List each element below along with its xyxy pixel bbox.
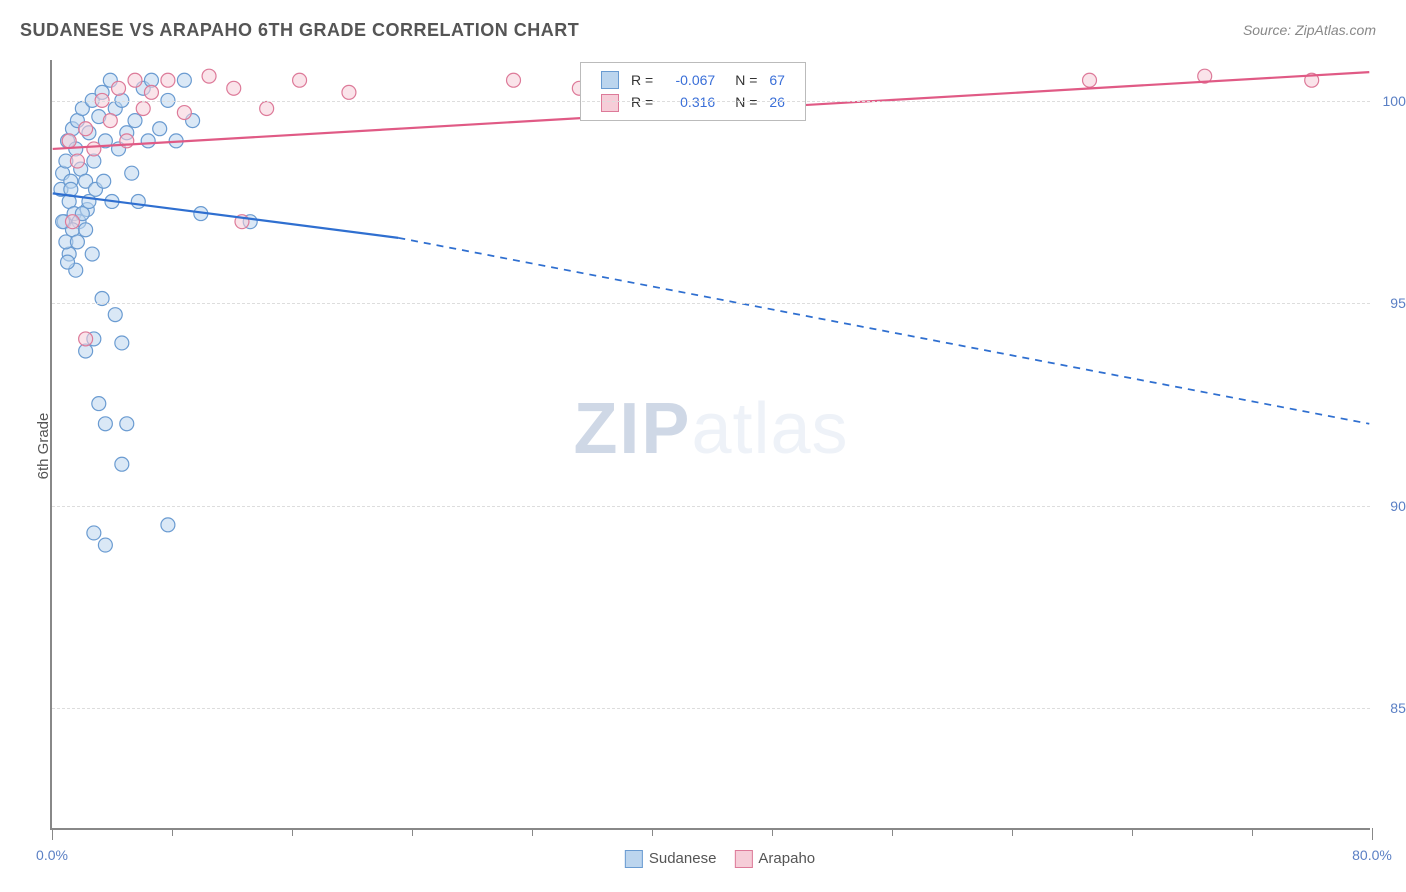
x-tick-major — [52, 828, 53, 840]
scatter-point — [141, 134, 155, 148]
scatter-point — [128, 114, 142, 128]
scatter-point — [79, 122, 93, 136]
scatter-point — [293, 73, 307, 87]
scatter-point — [97, 174, 111, 188]
scatter-point — [112, 81, 126, 95]
x-tick-minor — [892, 828, 893, 836]
gridline-h — [52, 506, 1370, 507]
chart-svg — [52, 60, 1370, 828]
x-tick-minor — [412, 828, 413, 836]
chart-container: SUDANESE VS ARAPAHO 6TH GRADE CORRELATIO… — [0, 0, 1406, 892]
scatter-point — [153, 122, 167, 136]
correlation-legend: R = -0.067 N = 67 R = 0.316 N = 26 — [580, 62, 806, 121]
scatter-point — [108, 308, 122, 322]
legend-label: Arapaho — [758, 850, 815, 867]
y-tick-label: 90.0% — [1375, 498, 1406, 514]
gridline-h — [52, 303, 1370, 304]
scatter-point — [115, 457, 129, 471]
trend-line — [53, 193, 399, 237]
x-tick-minor — [292, 828, 293, 836]
scatter-point — [125, 166, 139, 180]
y-tick-label: 95.0% — [1375, 295, 1406, 311]
plot-area: ZIPatlas R = -0.067 N = 67 R = 0.316 N =… — [50, 60, 1370, 830]
y-tick-label: 100.0% — [1375, 93, 1406, 109]
series-legend: Sudanese Arapaho — [607, 850, 815, 868]
scatter-point — [65, 215, 79, 229]
scatter-point — [1083, 73, 1097, 87]
scatter-point — [507, 73, 521, 87]
scatter-point — [85, 247, 99, 261]
scatter-point — [103, 114, 117, 128]
legend-swatch — [625, 850, 643, 868]
x-tick-minor — [532, 828, 533, 836]
scatter-point — [161, 73, 175, 87]
scatter-point — [115, 336, 129, 350]
x-tick-minor — [1132, 828, 1133, 836]
scatter-point — [227, 81, 241, 95]
scatter-point — [136, 102, 150, 116]
x-tick-major — [1372, 828, 1373, 840]
chart-title: SUDANESE VS ARAPAHO 6TH GRADE CORRELATIO… — [20, 20, 579, 41]
gridline-h — [52, 101, 1370, 102]
x-tick-minor — [172, 828, 173, 836]
scatter-point — [98, 538, 112, 552]
scatter-point — [342, 85, 356, 99]
y-tick-label: 85.0% — [1375, 700, 1406, 716]
x-tick-minor — [652, 828, 653, 836]
scatter-point — [131, 194, 145, 208]
x-tick-label: 80.0% — [1352, 847, 1392, 863]
scatter-point — [120, 417, 134, 431]
legend-swatch — [734, 850, 752, 868]
scatter-point — [87, 526, 101, 540]
trend-line-dashed — [398, 238, 1369, 424]
scatter-point — [177, 73, 191, 87]
scatter-point — [161, 518, 175, 532]
scatter-point — [128, 73, 142, 87]
scatter-point — [79, 223, 93, 237]
scatter-point — [87, 142, 101, 156]
scatter-point — [98, 417, 112, 431]
scatter-point — [61, 255, 75, 269]
scatter-point — [70, 154, 84, 168]
scatter-point — [62, 134, 76, 148]
scatter-point — [144, 85, 158, 99]
legend-label: Sudanese — [649, 850, 717, 867]
x-tick-label: 0.0% — [36, 847, 68, 863]
scatter-point — [260, 102, 274, 116]
scatter-point — [79, 332, 93, 346]
x-tick-minor — [1012, 828, 1013, 836]
source-label: Source: ZipAtlas.com — [1243, 22, 1376, 38]
scatter-point — [202, 69, 216, 83]
gridline-h — [52, 708, 1370, 709]
x-tick-minor — [1252, 828, 1253, 836]
scatter-point — [177, 106, 191, 120]
scatter-point — [70, 235, 84, 249]
x-tick-minor — [772, 828, 773, 836]
scatter-point — [92, 397, 106, 411]
